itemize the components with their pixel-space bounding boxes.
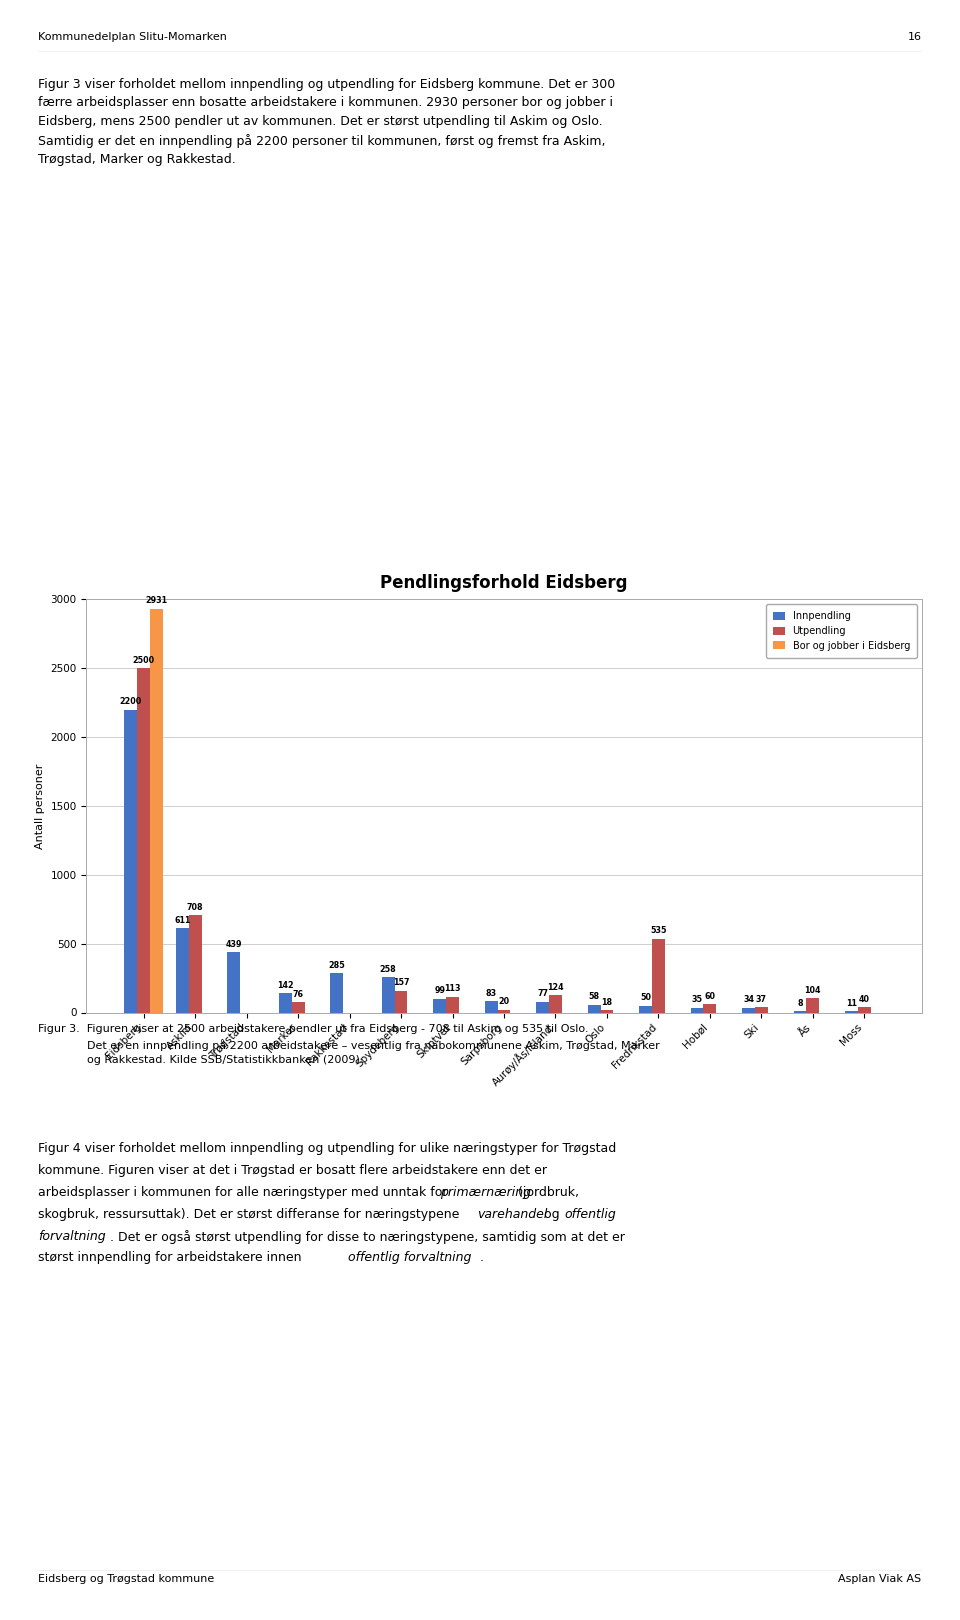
Text: 37: 37 bbox=[756, 995, 767, 1004]
Text: skogbruk, ressursuttak). Det er størst differanse for næringstypene: skogbruk, ressursuttak). Det er størst d… bbox=[38, 1209, 464, 1221]
Bar bbox=[176, 928, 189, 1012]
Text: 611: 611 bbox=[174, 915, 190, 925]
Text: Kommunedelplan Slitu-Momarken: Kommunedelplan Slitu-Momarken bbox=[38, 32, 228, 42]
Text: 83: 83 bbox=[486, 988, 496, 998]
Text: Figur 4 viser forholdet mellom innpendling og utpendling for ulike næringstyper : Figur 4 viser forholdet mellom innpendli… bbox=[38, 1142, 616, 1155]
Bar bbox=[395, 991, 407, 1012]
Text: 40: 40 bbox=[859, 995, 870, 1003]
Text: størst innpendling for arbeidstakere innen: størst innpendling for arbeidstakere inn… bbox=[38, 1251, 306, 1265]
Text: . Det er også størst utpendling for disse to næringstypene, samtidig som at det : . Det er også størst utpendling for diss… bbox=[110, 1230, 625, 1244]
Text: primærnæring: primærnæring bbox=[440, 1186, 531, 1199]
Text: 157: 157 bbox=[393, 978, 409, 988]
Text: 113: 113 bbox=[444, 985, 461, 993]
Text: 124: 124 bbox=[547, 983, 564, 991]
Text: 76: 76 bbox=[293, 990, 303, 998]
Text: 11: 11 bbox=[846, 998, 857, 1008]
Bar bbox=[189, 915, 202, 1012]
Bar bbox=[601, 1009, 613, 1012]
Text: 58: 58 bbox=[588, 991, 600, 1001]
Bar bbox=[549, 995, 562, 1012]
Bar bbox=[588, 1004, 601, 1012]
Text: 258: 258 bbox=[380, 964, 396, 974]
Bar bbox=[690, 1008, 704, 1012]
Legend: Innpendling, Utpendling, Bor og jobber i Eidsberg: Innpendling, Utpendling, Bor og jobber i… bbox=[766, 604, 917, 658]
Text: 60: 60 bbox=[705, 991, 715, 1001]
Text: (jordbruk,: (jordbruk, bbox=[514, 1186, 579, 1199]
Text: 2931: 2931 bbox=[146, 596, 168, 606]
Text: 708: 708 bbox=[187, 902, 204, 912]
Text: offentlig: offentlig bbox=[564, 1209, 616, 1221]
Bar bbox=[806, 998, 819, 1012]
Text: 77: 77 bbox=[537, 990, 548, 998]
Text: Asplan Viak AS: Asplan Viak AS bbox=[838, 1575, 922, 1584]
Bar bbox=[278, 993, 292, 1012]
Text: Figur 3 viser forholdet mellom innpendling og utpendling for Eidsberg kommune. D: Figur 3 viser forholdet mellom innpendli… bbox=[38, 78, 615, 167]
Text: 50: 50 bbox=[640, 993, 651, 1003]
Title: Pendlingsforhold Eidsberg: Pendlingsforhold Eidsberg bbox=[380, 573, 628, 593]
Bar bbox=[858, 1008, 871, 1012]
Bar bbox=[704, 1004, 716, 1012]
Text: 2200: 2200 bbox=[120, 697, 142, 706]
Bar bbox=[497, 1009, 511, 1012]
Text: 16: 16 bbox=[907, 32, 922, 42]
Bar bbox=[330, 974, 343, 1012]
Text: Eidsberg og Trøgstad kommune: Eidsberg og Trøgstad kommune bbox=[38, 1575, 215, 1584]
Text: 35: 35 bbox=[691, 995, 703, 1004]
Bar bbox=[125, 710, 137, 1012]
Text: offentlig forvaltning: offentlig forvaltning bbox=[348, 1251, 472, 1265]
Text: kommune. Figuren viser at det i Trøgstad er bosatt flere arbeidstakere enn det e: kommune. Figuren viser at det i Trøgstad… bbox=[38, 1163, 547, 1178]
Bar bbox=[292, 1003, 304, 1012]
Text: 20: 20 bbox=[498, 998, 510, 1006]
Text: varehandel: varehandel bbox=[477, 1209, 547, 1221]
Bar bbox=[537, 1001, 549, 1012]
Bar bbox=[228, 953, 240, 1012]
Text: 18: 18 bbox=[601, 998, 612, 1006]
Bar bbox=[639, 1006, 652, 1012]
Bar bbox=[137, 667, 150, 1012]
Text: og: og bbox=[540, 1209, 564, 1221]
Text: 99: 99 bbox=[434, 987, 445, 995]
Text: 104: 104 bbox=[804, 985, 821, 995]
Bar bbox=[652, 940, 665, 1012]
Text: 8: 8 bbox=[797, 1000, 803, 1008]
Text: arbeidsplasser i kommunen for alle næringstyper med unntak for: arbeidsplasser i kommunen for alle nærin… bbox=[38, 1186, 452, 1199]
Bar bbox=[742, 1008, 755, 1012]
Bar bbox=[382, 977, 395, 1012]
Text: Figur 3.  Figuren viser at 2500 arbeidstakere pendler ut fra Eidsberg - 708 til : Figur 3. Figuren viser at 2500 arbeidsta… bbox=[38, 1024, 660, 1064]
Bar bbox=[446, 996, 459, 1012]
Text: forvaltning: forvaltning bbox=[38, 1230, 106, 1243]
Text: 285: 285 bbox=[328, 961, 345, 970]
Text: 142: 142 bbox=[276, 980, 294, 990]
Text: 34: 34 bbox=[743, 995, 754, 1004]
Text: 2500: 2500 bbox=[132, 656, 155, 664]
Bar bbox=[485, 1001, 497, 1012]
Bar bbox=[433, 1000, 446, 1012]
Bar bbox=[755, 1008, 768, 1012]
Y-axis label: Antall personer: Antall personer bbox=[35, 763, 45, 849]
Text: 535: 535 bbox=[650, 927, 666, 935]
Text: 439: 439 bbox=[226, 940, 242, 949]
Text: .: . bbox=[480, 1251, 484, 1265]
Bar bbox=[150, 609, 163, 1012]
